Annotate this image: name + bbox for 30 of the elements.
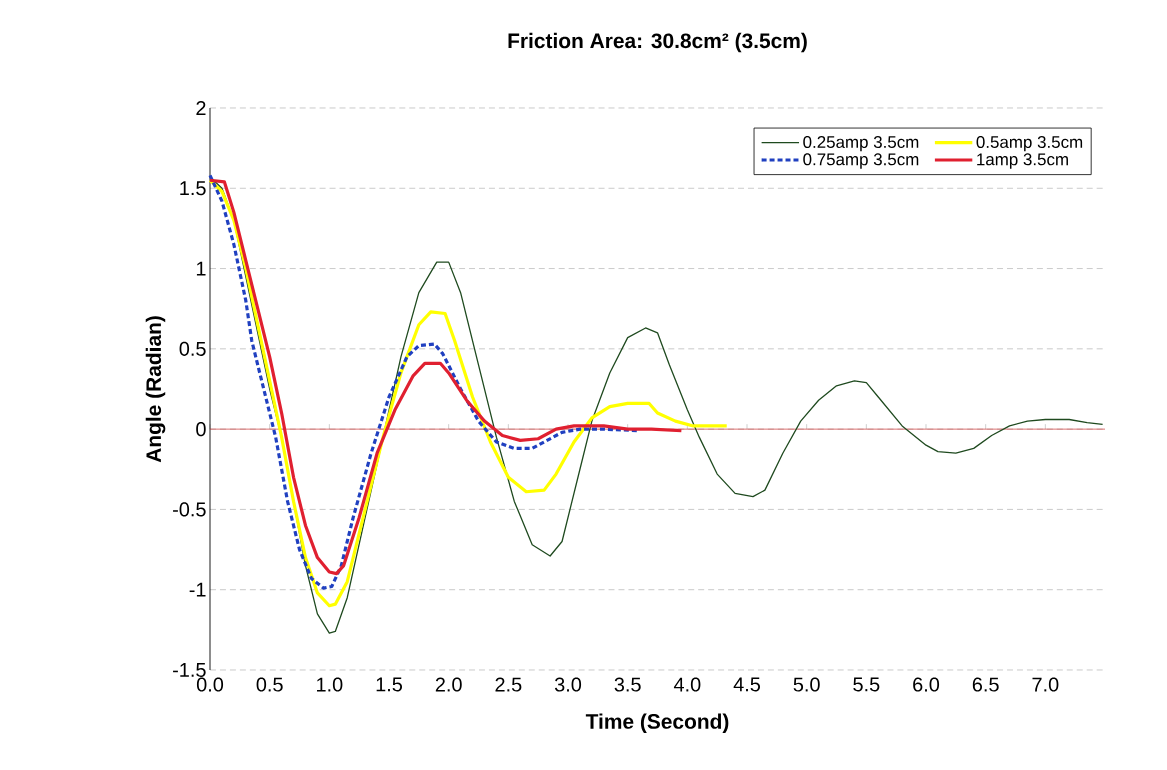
y-tick-label: 2 [196,101,206,115]
x-tick-label: 4.5 [733,677,761,692]
y-tick-label: 1.5 [180,181,206,196]
x-tick-label: 6.5 [972,677,999,692]
y-tick-label: 0 [196,422,206,437]
y-axis-title: Angle (Radian) [145,316,166,463]
chart-title: Friction Area: 30.8cm² (3.5cm) [508,32,807,53]
y-tick-label: 0.5 [179,341,206,356]
legend-label: 0.25amp 3.5cm [803,136,919,152]
x-tick-label: 1.5 [376,677,403,692]
x-tick-label: 7.0 [1032,677,1059,692]
x-tick-label: 3.5 [614,677,641,692]
x-tick-label: 0.5 [256,677,283,692]
x-tick-label: 2.0 [435,677,462,692]
x-tick-label: 1.0 [317,677,343,692]
y-tick-label: -0.5 [173,502,206,517]
y-tick-label: -1 [189,582,206,597]
x-tick-label: 2.5 [495,677,522,692]
x-axis-title: Time (Second) [585,713,729,734]
legend-label: 0.75amp 3.5cm [803,153,919,169]
x-tick-label: 5.5 [853,677,880,692]
x-tick-label: 3.0 [554,677,582,692]
x-tick-label: 5.0 [793,677,820,692]
legend-label: 0.5amp 3.5cm [976,136,1083,152]
legend-label: 1amp 3.5cm [977,153,1068,169]
x-tick-label: 6.0 [913,677,940,692]
x-tick-label: 0.0 [196,677,224,692]
y-tick-label: 1 [196,261,206,276]
x-tick-label: 4.0 [673,677,701,692]
y-tick-label: -1.5 [173,663,206,677]
